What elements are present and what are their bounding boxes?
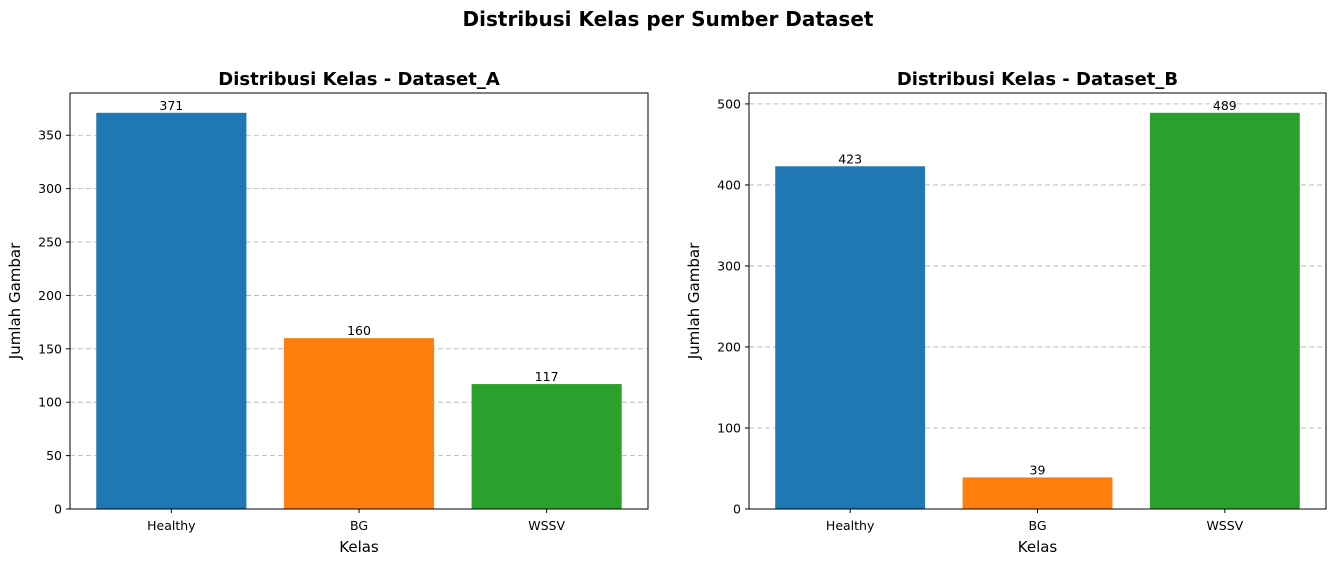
dataset-b-x-tick-label: WSSV	[1206, 518, 1243, 533]
dataset-b-x-tick-label: BG	[1028, 518, 1046, 533]
dataset-b-data-label-healthy: 423	[838, 151, 862, 166]
dataset-a-y-tick-label: 350	[38, 128, 62, 143]
dataset-b-data-label-wssv: 489	[1213, 98, 1237, 113]
dataset-a-chart-title: Distribusi Kelas - Dataset_A	[218, 69, 500, 90]
dataset-b-x-tick-label: Healthy	[826, 518, 875, 533]
dataset-b-y-tick-label: 0	[733, 502, 741, 517]
dataset-b-bar-wssv	[1149, 112, 1300, 510]
dataset-a-y-tick-label: 0	[54, 502, 62, 517]
dataset-b-y-axis-label: Jumlah Gambar	[685, 242, 703, 360]
dataset-a-x-axis-label: Kelas	[339, 538, 379, 556]
dataset-b-y-tick-label: 300	[717, 258, 741, 273]
dataset-a-data-label-wssv: 117	[535, 369, 559, 384]
dataset-b-data-label-bg: 39	[1030, 462, 1046, 477]
dataset-b-y-tick-label: 500	[717, 96, 741, 111]
dataset-b-x-axis-label: Kelas	[1018, 538, 1058, 556]
dataset-a-y-tick-label: 200	[38, 288, 62, 303]
dataset-a-data-label-healthy: 371	[159, 98, 183, 113]
dataset-a-y-tick-label: 100	[38, 395, 62, 410]
dataset-a-bar-wssv	[471, 384, 622, 509]
dataset-b-y-tick-label: 200	[717, 339, 741, 354]
dataset-a-bar-bg	[283, 338, 435, 509]
dataset-a-y-tick-label: 50	[46, 448, 62, 463]
dataset-a-x-tick-label: BG	[350, 518, 368, 533]
dataset-a-y-axis-label: Jumlah Gambar	[6, 242, 24, 360]
dataset-a-bar-healthy	[96, 112, 247, 510]
dataset-a-x-tick-label: Healthy	[147, 518, 196, 533]
dataset-a-x-tick-label: WSSV	[528, 518, 565, 533]
chart-panel-dataset-b: 423 39 489 0 100 200 300 400 500 Healthy BG WSSV Dis…	[685, 69, 1327, 556]
dataset-a-data-label-bg: 160	[347, 323, 371, 338]
dataset-b-y-tick-label: 400	[717, 177, 741, 192]
dataset-b-chart-title: Distribusi Kelas - Dataset_B	[897, 69, 1178, 90]
dataset-b-y-tick-label: 100	[717, 420, 741, 435]
dataset-a-y-tick-label: 150	[38, 341, 62, 356]
figure-title: Distribusi Kelas per Sumber Dataset	[463, 7, 874, 31]
chart-panel-dataset-a: 371 160 117 0 50 100 150 200 250 300 350 Healthy BG W…	[6, 69, 649, 556]
dataset-b-bar-healthy	[775, 166, 926, 509]
dataset-b-bar-bg	[962, 477, 1113, 509]
dataset-a-y-tick-label: 300	[38, 181, 62, 196]
dataset-a-y-tick-label: 250	[38, 235, 62, 250]
